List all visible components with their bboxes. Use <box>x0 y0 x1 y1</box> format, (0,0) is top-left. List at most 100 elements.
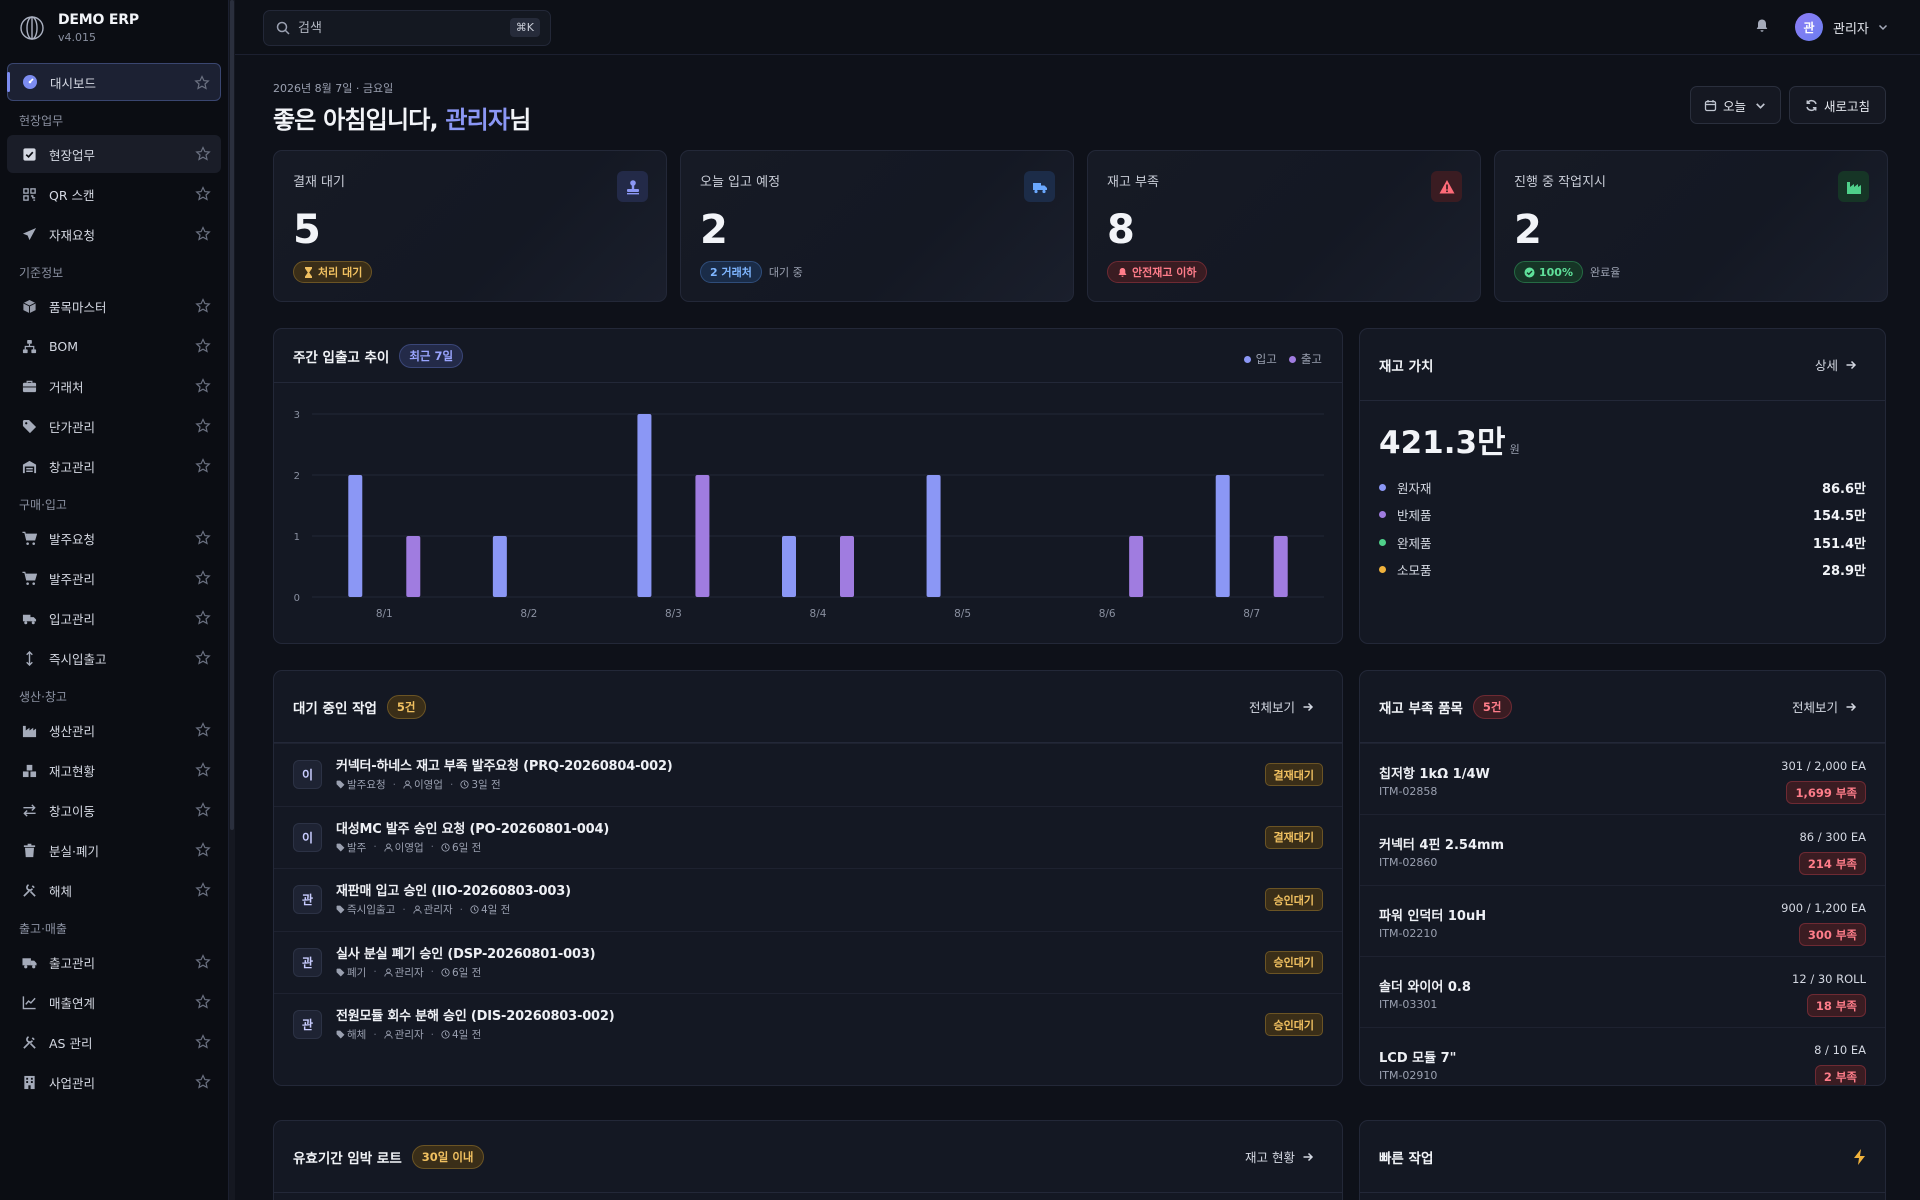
star-icon[interactable] <box>195 338 211 354</box>
inventory-detail-link[interactable]: 상세 <box>1815 355 1857 374</box>
sidebar-item[interactable]: 자재요청 <box>7 215 221 253</box>
shortage-row[interactable]: 칩저항 1kΩ 1/4W ITM-02858 301 / 2,000 EA 1,… <box>1360 743 1885 814</box>
sidebar-item-label: 거래처 <box>49 379 84 395</box>
expiry-stock-link[interactable]: 재고 현황 <box>1245 1147 1314 1166</box>
search-box[interactable]: ⌘K <box>263 10 551 46</box>
sidebar-item[interactable]: 창고이동 <box>7 791 221 829</box>
arrow-right-icon <box>1846 702 1857 711</box>
task-row[interactable]: 관 재판매 입고 승인 (IIO-20260803-003) 즉시입출고 · 관리… <box>274 868 1342 930</box>
sidebar-item[interactable]: 출고관리 <box>7 943 221 981</box>
shortage-row[interactable]: LCD 모듈 7" ITM-02910 8 / 10 EA 2 부족 <box>1360 1027 1885 1085</box>
star-icon[interactable] <box>195 994 211 1010</box>
item-name: 커넥터 4핀 2.54mm <box>1379 838 1505 853</box>
shortage-row[interactable]: 커넥터 4핀 2.54mm ITM-02860 86 / 300 EA 214 … <box>1360 814 1885 885</box>
period-select[interactable]: 오늘 <box>1690 86 1781 124</box>
sidebar-item[interactable]: 품목마스터 <box>7 287 221 325</box>
star-icon[interactable] <box>195 842 211 858</box>
sidebar-item[interactable]: 해체 <box>7 871 221 909</box>
star-icon[interactable] <box>195 570 211 586</box>
sidebar-item-dashboard[interactable]: 대시보드 <box>7 63 221 101</box>
app-logo[interactable]: DEMO ERP v4.015 <box>18 12 139 44</box>
sidebar-item[interactable]: 거래처 <box>7 367 221 405</box>
task-row[interactable]: 관 실사 분실 폐기 승인 (DSP-20260801-003) 폐기 · 관리자… <box>274 930 1342 993</box>
star-icon[interactable] <box>195 530 211 546</box>
sidebar-item[interactable]: 매출연계 <box>7 983 221 1021</box>
kpi-card[interactable]: 재고 부족 8 안전재고 이하 <box>1087 150 1481 302</box>
tasks-view-all-link[interactable]: 전체보기 <box>1249 697 1314 716</box>
link-label: 전체보기 <box>1791 700 1838 715</box>
sidebar-item[interactable]: 즉시입출고 <box>7 639 221 677</box>
inventory-value: 151.4만 <box>1812 536 1866 552</box>
meta-separator: · <box>392 778 396 791</box>
sidebar-item[interactable]: 사업관리 <box>7 1063 221 1101</box>
item-name: 솔더 와이어 0.8 <box>1379 980 1471 995</box>
card-header: 재고 부족 품목 5건 전체보기 <box>1360 671 1885 743</box>
sidebar-item[interactable]: 창고관리 <box>7 447 221 485</box>
star-icon[interactable] <box>195 378 211 394</box>
shortage-row[interactable]: 솔더 와이어 0.8 ITM-03301 12 / 30 ROLL 18 부족 <box>1360 956 1885 1027</box>
task-type: 폐기 <box>347 966 367 979</box>
sidebar-scrollbar[interactable] <box>229 0 235 1200</box>
star-icon[interactable] <box>195 226 211 242</box>
star-icon[interactable] <box>195 954 211 970</box>
kpi-card[interactable]: 오늘 입고 예정 2 2 거래처 대기 중 <box>680 150 1074 302</box>
sidebar-item[interactable]: BOM <box>7 327 221 365</box>
sidebar-item[interactable]: 생산관리 <box>7 711 221 749</box>
task-row[interactable]: 이 커넥터-하네스 재고 부족 발주요청 (PRQ-20260804-002) … <box>274 743 1342 805</box>
sidebar-item[interactable]: 발주요청 <box>7 519 221 557</box>
star-icon[interactable] <box>195 418 211 434</box>
star-icon[interactable] <box>195 882 211 898</box>
task-meta: 즉시입출고 · 관리자 · 4일 전 <box>336 902 510 917</box>
star-icon[interactable] <box>195 802 211 818</box>
warehouse-icon <box>21 458 37 474</box>
search-shortcut: ⌘K <box>509 18 540 37</box>
task-avatar: 관 <box>293 1010 322 1039</box>
meta-separator: · <box>430 966 434 978</box>
refresh-icon <box>1806 99 1817 111</box>
star-icon[interactable] <box>195 722 211 738</box>
task-row[interactable]: 관 전원모듈 회수 분해 승인 (DIS-20260803-002) 해체 · 관… <box>274 993 1342 1055</box>
kpi-title: 재고 부족 <box>1107 175 1159 190</box>
refresh-button[interactable]: 새로고침 <box>1789 86 1886 124</box>
star-icon[interactable] <box>195 146 211 162</box>
sidebar-item[interactable]: 발주관리 <box>7 559 221 597</box>
kpi-card[interactable]: 진행 중 작업지시 2 100% 완료율 <box>1494 150 1888 302</box>
nav-group-title: 출고·매출 <box>19 922 67 936</box>
factory-icon <box>21 722 37 738</box>
star-icon[interactable] <box>195 186 211 202</box>
star-icon[interactable] <box>194 75 210 91</box>
star-icon[interactable] <box>195 1034 211 1050</box>
item-code: ITM-02860 <box>1379 856 1438 869</box>
star-icon[interactable] <box>195 1074 211 1090</box>
sidebar-item-label: 출고관리 <box>49 955 96 971</box>
sidebar-item[interactable]: QR 스캔 <box>7 175 221 213</box>
task-row[interactable]: 이 대성MC 발주 승인 요청 (PO-20260801-004) 발주 · 이영… <box>274 805 1342 868</box>
weekly-chart-card: 주간 입출고 추이 최근 7일 입고 출고 0 1 2 3 8/1 8/2 8/3 8/4 8/… <box>273 328 1343 644</box>
sidebar-item[interactable]: 입고관리 <box>7 599 221 637</box>
page-title: 좋은 아침입니다, 관리자님 <box>273 100 531 135</box>
shortage-view-all-link[interactable]: 전체보기 <box>1792 697 1857 716</box>
sidebar-item[interactable]: AS 관리 <box>7 1023 221 1061</box>
sidebar-item[interactable]: 현장업무 <box>7 135 221 173</box>
star-icon[interactable] <box>195 650 211 666</box>
item-code: ITM-02910 <box>1379 1069 1438 1082</box>
shortage-row[interactable]: 파워 인덕터 10uH ITM-02210 900 / 1,200 EA 300… <box>1360 885 1885 956</box>
clock-icon <box>441 967 450 977</box>
kpi-footer: 2 거래처 대기 중 <box>700 261 803 283</box>
task-title: 대성MC 발주 승인 요청 (PO-20260801-004) <box>336 821 610 837</box>
kpi-card[interactable]: 결재 대기 5 처리 대기 <box>273 150 667 302</box>
star-icon[interactable] <box>195 762 211 778</box>
meta-separator: · <box>449 778 454 791</box>
star-icon[interactable] <box>195 610 211 626</box>
sidebar-item[interactable]: 분실·폐기 <box>7 831 221 869</box>
kpi-pill: 100% <box>1514 261 1583 283</box>
sidebar-item-label: 매출연계 <box>49 995 96 1011</box>
bell-icon[interactable] <box>1754 18 1770 34</box>
sidebar-item[interactable]: 단가관리 <box>7 407 221 445</box>
star-icon[interactable] <box>195 458 211 474</box>
user-menu[interactable]: 관 관리자 <box>1795 13 1889 41</box>
star-icon[interactable] <box>195 298 211 314</box>
search-input[interactable] <box>298 20 498 36</box>
sidebar-item[interactable]: 재고현황 <box>7 751 221 789</box>
sidebar-scrollbar-thumb[interactable] <box>230 0 234 830</box>
